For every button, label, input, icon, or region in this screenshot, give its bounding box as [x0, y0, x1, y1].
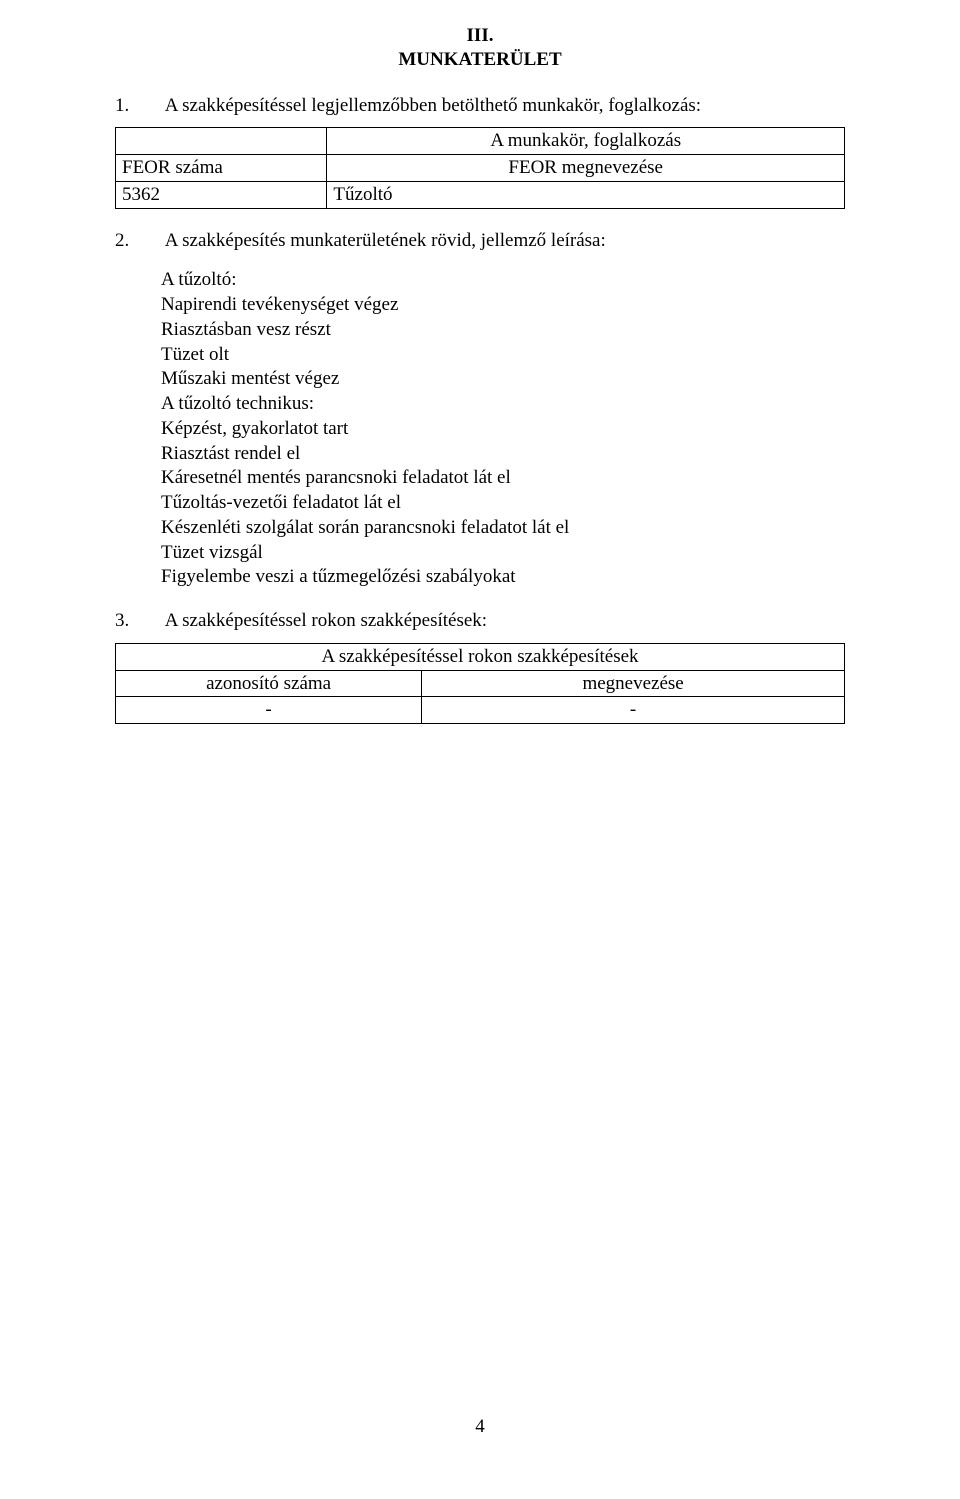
heading-title: MUNKATERÜLET	[115, 48, 845, 72]
list-item-1-number: 1.	[115, 94, 161, 118]
related-table-header-span: A szakképesítéssel rokon szakképesítések	[116, 643, 845, 670]
description-line: Képzést, gyakorlatot tart	[161, 417, 845, 441]
list-item-2-number: 2.	[115, 229, 161, 253]
job-table-r1c1: 5362	[116, 181, 327, 208]
job-table: A munkakör, foglalkozás FEOR száma FEOR …	[115, 127, 845, 208]
table-row: A szakképesítéssel rokon szakképesítések	[116, 643, 845, 670]
description-line: Riasztásban vesz részt	[161, 318, 845, 342]
table-row: 5362 Tűzoltó	[116, 181, 845, 208]
description-line: Készenléti szolgálat során parancsnoki f…	[161, 516, 845, 540]
description-line: Figyelembe veszi a tűzmegelőzési szabály…	[161, 565, 845, 589]
description-line: Tüzet olt	[161, 343, 845, 367]
list-item-1-text: A szakképesítéssel legjellemzőbben betöl…	[165, 95, 701, 116]
section-heading: III. MUNKATERÜLET	[115, 24, 845, 72]
document-page: III. MUNKATERÜLET 1. A szakképesítéssel …	[0, 0, 960, 1499]
list-item-2-text: A szakképesítés munkaterületének rövid, …	[165, 230, 606, 251]
description-line: Káresetnél mentés parancsnoki feladatot …	[161, 466, 845, 490]
description-block: A tűzoltó: Napirendi tevékenységet végez…	[161, 268, 845, 589]
table-row: azonosító száma megnevezése	[116, 670, 845, 697]
list-item-3-number: 3.	[115, 609, 161, 633]
description-line: Tüzet vizsgál	[161, 541, 845, 565]
description-line: A tűzoltó:	[161, 268, 845, 292]
job-table-header-span: A munkakör, foglalkozás	[327, 128, 845, 155]
list-item-1: 1. A szakképesítéssel legjellemzőbben be…	[115, 94, 845, 118]
related-table-r1c1: -	[116, 697, 422, 724]
job-table-r1c2: Tűzoltó	[327, 181, 845, 208]
table-row: FEOR száma FEOR megnevezése	[116, 155, 845, 182]
page-number: 4	[0, 1415, 960, 1439]
list-item-3: 3. A szakképesítéssel rokon szakképesíté…	[115, 609, 845, 633]
job-table-col1-header: FEOR száma	[116, 155, 327, 182]
list-item-2: 2. A szakképesítés munkaterületének rövi…	[115, 229, 845, 253]
related-table-col1-header: azonosító száma	[116, 670, 422, 697]
list-item-3-text: A szakképesítéssel rokon szakképesítések…	[165, 610, 487, 631]
related-table-col2-header: megnevezése	[422, 670, 845, 697]
related-qualifications-table: A szakképesítéssel rokon szakképesítések…	[115, 643, 845, 724]
job-table-col2-header: FEOR megnevezése	[327, 155, 845, 182]
job-table-blank	[116, 128, 327, 155]
description-line: A tűzoltó technikus:	[161, 392, 845, 416]
table-row: - -	[116, 697, 845, 724]
description-line: Napirendi tevékenységet végez	[161, 293, 845, 317]
description-line: Tűzoltás-vezetői feladatot lát el	[161, 491, 845, 515]
table-row: A munkakör, foglalkozás	[116, 128, 845, 155]
description-line: Riasztást rendel el	[161, 442, 845, 466]
description-line: Műszaki mentést végez	[161, 367, 845, 391]
related-table-r1c2: -	[422, 697, 845, 724]
heading-roman: III.	[115, 24, 845, 48]
